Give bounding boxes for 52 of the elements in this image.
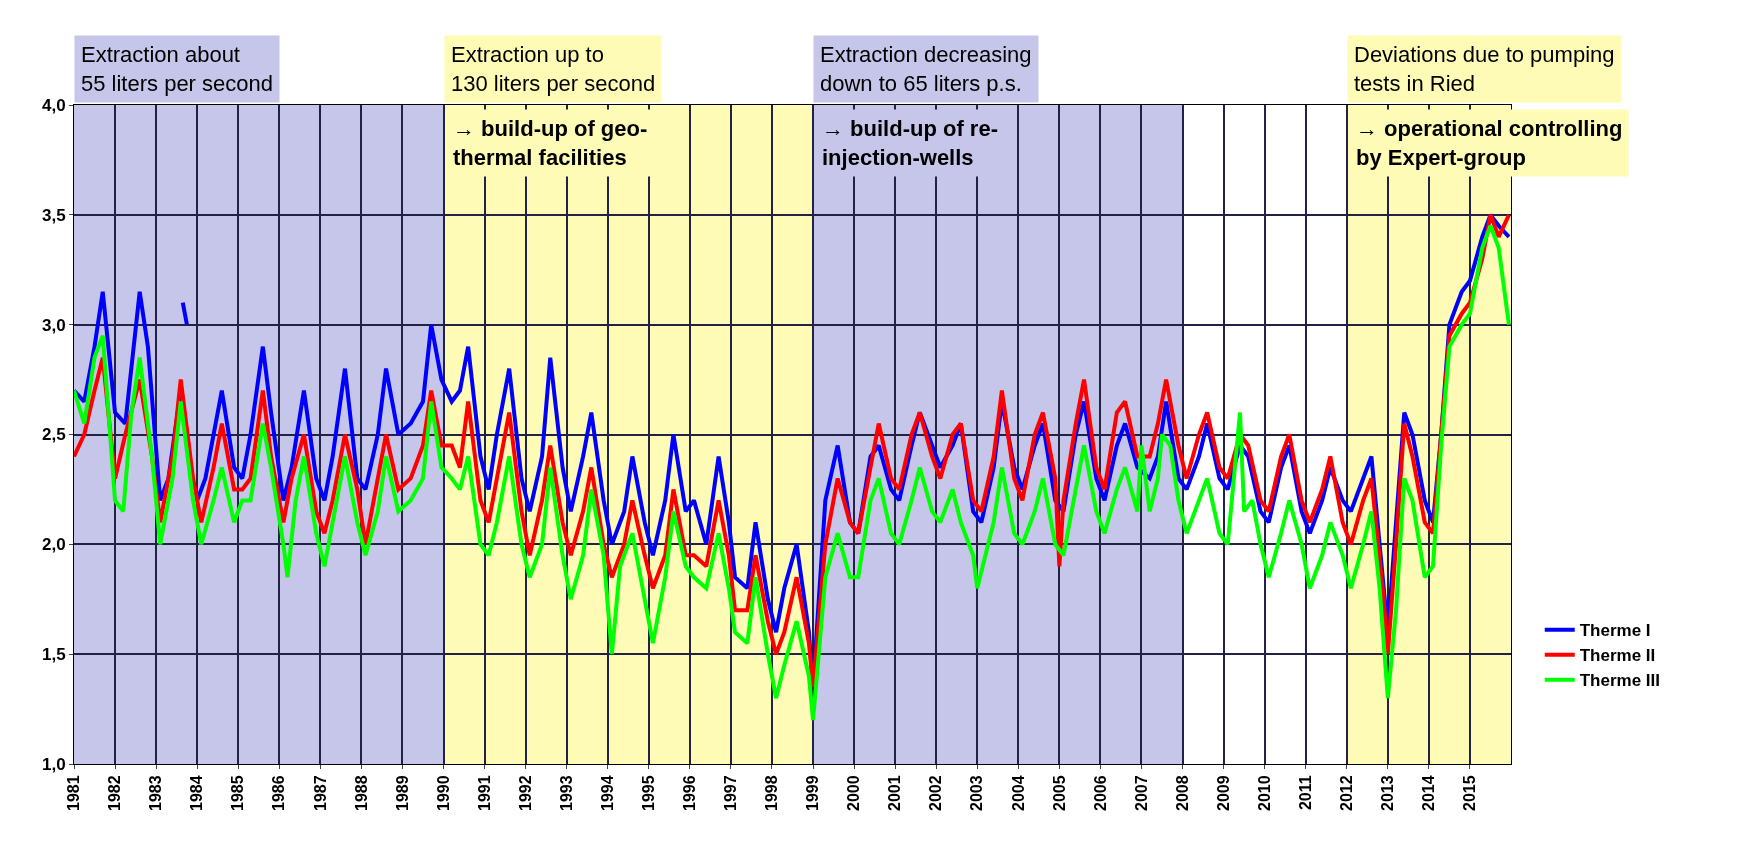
x-tick-label: 1998 <box>763 775 781 811</box>
band-label: Extraction up to 130 liters per second <box>451 42 656 96</box>
y-tick-label: 1,0 <box>41 754 66 774</box>
x-tick-label: 2015 <box>1461 775 1479 811</box>
annotation: → operational controlling by Expert-group <box>1356 116 1623 170</box>
legend-label: Therme III <box>1579 671 1661 691</box>
band-label: Deviations due to pumping tests in Ried <box>1354 42 1615 96</box>
annotation: → build-up of re- injection-wells <box>822 116 998 170</box>
x-tick-label: 1997 <box>722 775 740 811</box>
x-tick-label: 2010 <box>1255 775 1273 811</box>
x-tick-label: 1992 <box>516 775 534 811</box>
x-tick-label: 1982 <box>106 775 124 811</box>
x-tick-label: 2011 <box>1296 775 1314 811</box>
x-tick-label: 1985 <box>229 775 247 811</box>
x-tick-label: 2012 <box>1337 775 1355 811</box>
legend-label: Therme II <box>1579 646 1656 666</box>
x-tick-label: 2008 <box>1173 775 1191 811</box>
band-label: Extraction decreasing down to 65 liters p.s. <box>820 42 1032 96</box>
x-tick-label: 2014 <box>1420 775 1438 811</box>
x-tick-label: 1981 <box>65 775 83 811</box>
x-tick-label: 1996 <box>681 775 699 811</box>
y-tick-label: 3,0 <box>41 315 66 335</box>
x-tick-label: 1983 <box>147 775 165 811</box>
x-tick-label: 2000 <box>845 775 863 811</box>
x-tick-label: 1999 <box>804 775 822 811</box>
x-tick-label: 1995 <box>640 775 657 811</box>
x-tick-label: 1986 <box>270 775 288 811</box>
x-tick-label: 1987 <box>311 775 329 811</box>
x-tick-label: 1988 <box>352 775 370 811</box>
annotation: → build-up of geo- thermal facilities <box>453 116 648 170</box>
x-tick-label: 2009 <box>1214 775 1232 811</box>
x-tick-label: 1984 <box>188 775 206 811</box>
x-tick-label: 1991 <box>475 775 493 811</box>
x-tick-label: 1994 <box>598 775 616 811</box>
x-tick-label: 2007 <box>1132 775 1150 811</box>
x-tick-label: 1993 <box>557 775 575 811</box>
y-tick-label: 1,5 <box>41 645 66 665</box>
x-tick-label: 1989 <box>393 775 411 811</box>
x-tick-label: 2002 <box>927 775 945 811</box>
y-tick-label: 2,0 <box>41 535 66 555</box>
x-tick-label: 2005 <box>1050 775 1068 811</box>
y-tick-label: 2,5 <box>41 425 66 445</box>
band-label: Extraction about 55 liters per second <box>81 42 273 96</box>
legend-label: Therme I <box>1579 621 1651 641</box>
x-tick-label: 1990 <box>434 775 452 811</box>
y-tick-label: 4,0 <box>41 95 66 115</box>
x-tick-label: 2004 <box>1009 775 1027 811</box>
x-tick-label: 2006 <box>1091 775 1109 811</box>
x-tick-label: 2003 <box>968 775 986 811</box>
x-tick-label: 2013 <box>1379 775 1397 811</box>
y-tick-label: 3,5 <box>41 205 66 225</box>
x-tick-label: 2001 <box>886 775 904 811</box>
